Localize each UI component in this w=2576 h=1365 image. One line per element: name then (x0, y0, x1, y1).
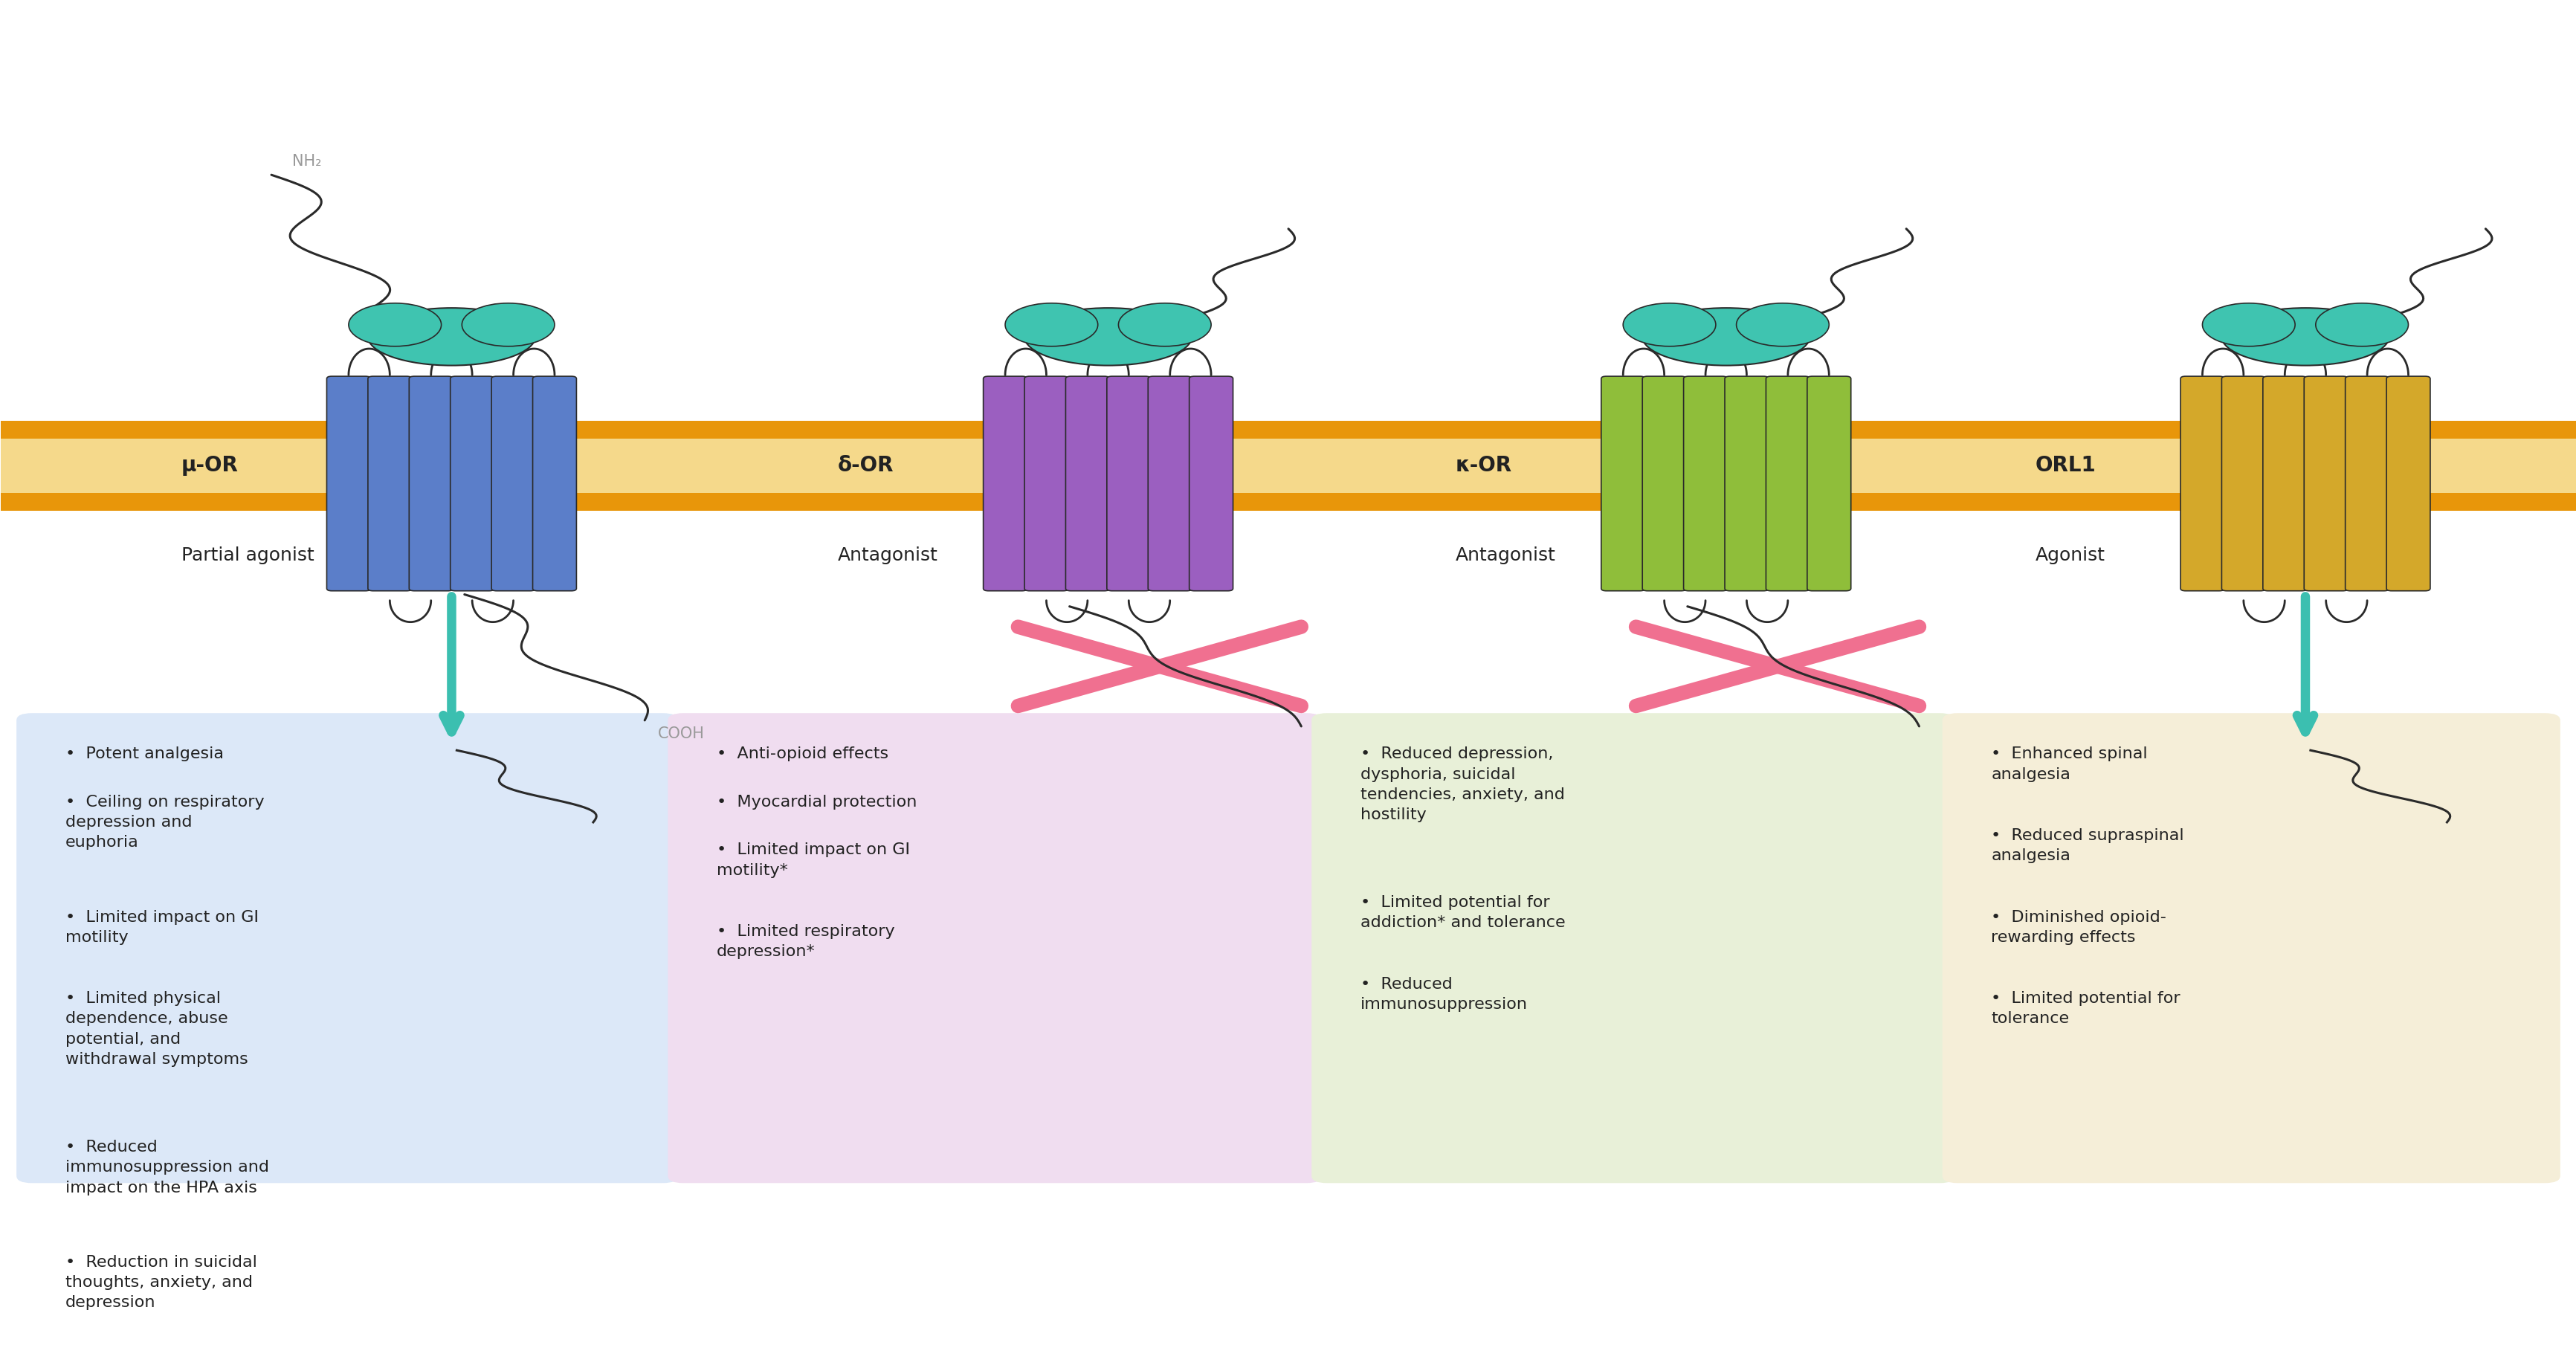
Circle shape (2316, 303, 2409, 347)
Circle shape (1736, 303, 1829, 347)
Circle shape (1118, 303, 1211, 347)
FancyBboxPatch shape (1066, 377, 1110, 591)
Circle shape (348, 303, 440, 347)
Text: Antagonist: Antagonist (837, 546, 938, 564)
Text: κ-OR: κ-OR (1455, 455, 1512, 476)
Text: ORL1: ORL1 (2035, 455, 2094, 476)
FancyBboxPatch shape (368, 377, 412, 591)
FancyBboxPatch shape (1942, 713, 2561, 1183)
FancyBboxPatch shape (0, 420, 2576, 511)
FancyBboxPatch shape (1025, 377, 1069, 591)
Text: •  Reduced depression,
dysphoria, suicidal
tendencies, anxiety, and
hostility: • Reduced depression, dysphoria, suicida… (1360, 747, 1564, 822)
FancyBboxPatch shape (533, 377, 577, 591)
Circle shape (1623, 303, 1716, 347)
Ellipse shape (1025, 308, 1193, 366)
FancyBboxPatch shape (1108, 377, 1151, 591)
FancyBboxPatch shape (1723, 377, 1767, 591)
Text: •  Ceiling on respiratory
depression and
euphoria: • Ceiling on respiratory depression and … (64, 794, 265, 850)
FancyBboxPatch shape (1682, 377, 1726, 591)
Circle shape (2202, 303, 2295, 347)
FancyBboxPatch shape (0, 420, 2576, 438)
Text: •  Limited impact on GI
motility*: • Limited impact on GI motility* (716, 842, 909, 878)
FancyBboxPatch shape (2303, 377, 2347, 591)
FancyBboxPatch shape (1641, 377, 1685, 591)
FancyBboxPatch shape (1190, 377, 1234, 591)
Text: •  Anti-opioid effects: • Anti-opioid effects (716, 747, 889, 762)
Text: •  Limited respiratory
depression*: • Limited respiratory depression* (716, 924, 894, 960)
Circle shape (461, 303, 554, 347)
FancyBboxPatch shape (2385, 377, 2429, 591)
Ellipse shape (1641, 308, 1808, 366)
Ellipse shape (2221, 308, 2388, 366)
FancyBboxPatch shape (0, 493, 2576, 511)
FancyBboxPatch shape (2344, 377, 2388, 591)
Text: •  Limited potential for
addiction* and tolerance: • Limited potential for addiction* and t… (1360, 895, 1566, 931)
Text: •  Enhanced spinal
analgesia: • Enhanced spinal analgesia (1991, 747, 2148, 782)
Text: •  Limited impact on GI
motility: • Limited impact on GI motility (64, 909, 258, 945)
FancyBboxPatch shape (1765, 377, 1808, 591)
Text: •  Limited physical
dependence, abuse
potential, and
withdrawal symptoms: • Limited physical dependence, abuse pot… (64, 991, 247, 1067)
Text: NH₂: NH₂ (291, 154, 322, 169)
Text: δ-OR: δ-OR (837, 455, 894, 476)
FancyBboxPatch shape (984, 377, 1028, 591)
Text: •  Reduced supraspinal
analgesia: • Reduced supraspinal analgesia (1991, 829, 2184, 863)
Text: COOH: COOH (657, 726, 703, 741)
FancyBboxPatch shape (2179, 377, 2223, 591)
FancyBboxPatch shape (1311, 713, 1955, 1183)
FancyBboxPatch shape (2221, 377, 2264, 591)
FancyBboxPatch shape (327, 377, 371, 591)
FancyBboxPatch shape (410, 377, 453, 591)
Text: •  Reduced
immunosuppression and
impact on the HPA axis: • Reduced immunosuppression and impact o… (64, 1140, 268, 1196)
Text: •  Potent analgesia: • Potent analgesia (64, 747, 224, 762)
Text: Antagonist: Antagonist (1455, 546, 1556, 564)
FancyBboxPatch shape (667, 713, 1321, 1183)
Text: •  Reduced
immunosuppression: • Reduced immunosuppression (1360, 977, 1528, 1011)
Circle shape (1005, 303, 1097, 347)
FancyBboxPatch shape (451, 377, 495, 591)
FancyBboxPatch shape (1600, 377, 1643, 591)
Text: Agonist: Agonist (2035, 546, 2105, 564)
Text: •  Reduction in suicidal
thoughts, anxiety, and
depression: • Reduction in suicidal thoughts, anxiet… (64, 1254, 258, 1310)
FancyBboxPatch shape (15, 713, 677, 1183)
Text: •  Limited potential for
tolerance: • Limited potential for tolerance (1991, 991, 2179, 1026)
FancyBboxPatch shape (1806, 377, 1850, 591)
Text: Partial agonist: Partial agonist (180, 546, 314, 564)
Text: •  Diminished opioid-
rewarding effects: • Diminished opioid- rewarding effects (1991, 909, 2166, 945)
Text: •  Myocardial protection: • Myocardial protection (716, 794, 917, 809)
Text: μ-OR: μ-OR (180, 455, 240, 476)
FancyBboxPatch shape (1149, 377, 1193, 591)
FancyBboxPatch shape (492, 377, 536, 591)
Ellipse shape (368, 308, 536, 366)
FancyBboxPatch shape (2262, 377, 2306, 591)
